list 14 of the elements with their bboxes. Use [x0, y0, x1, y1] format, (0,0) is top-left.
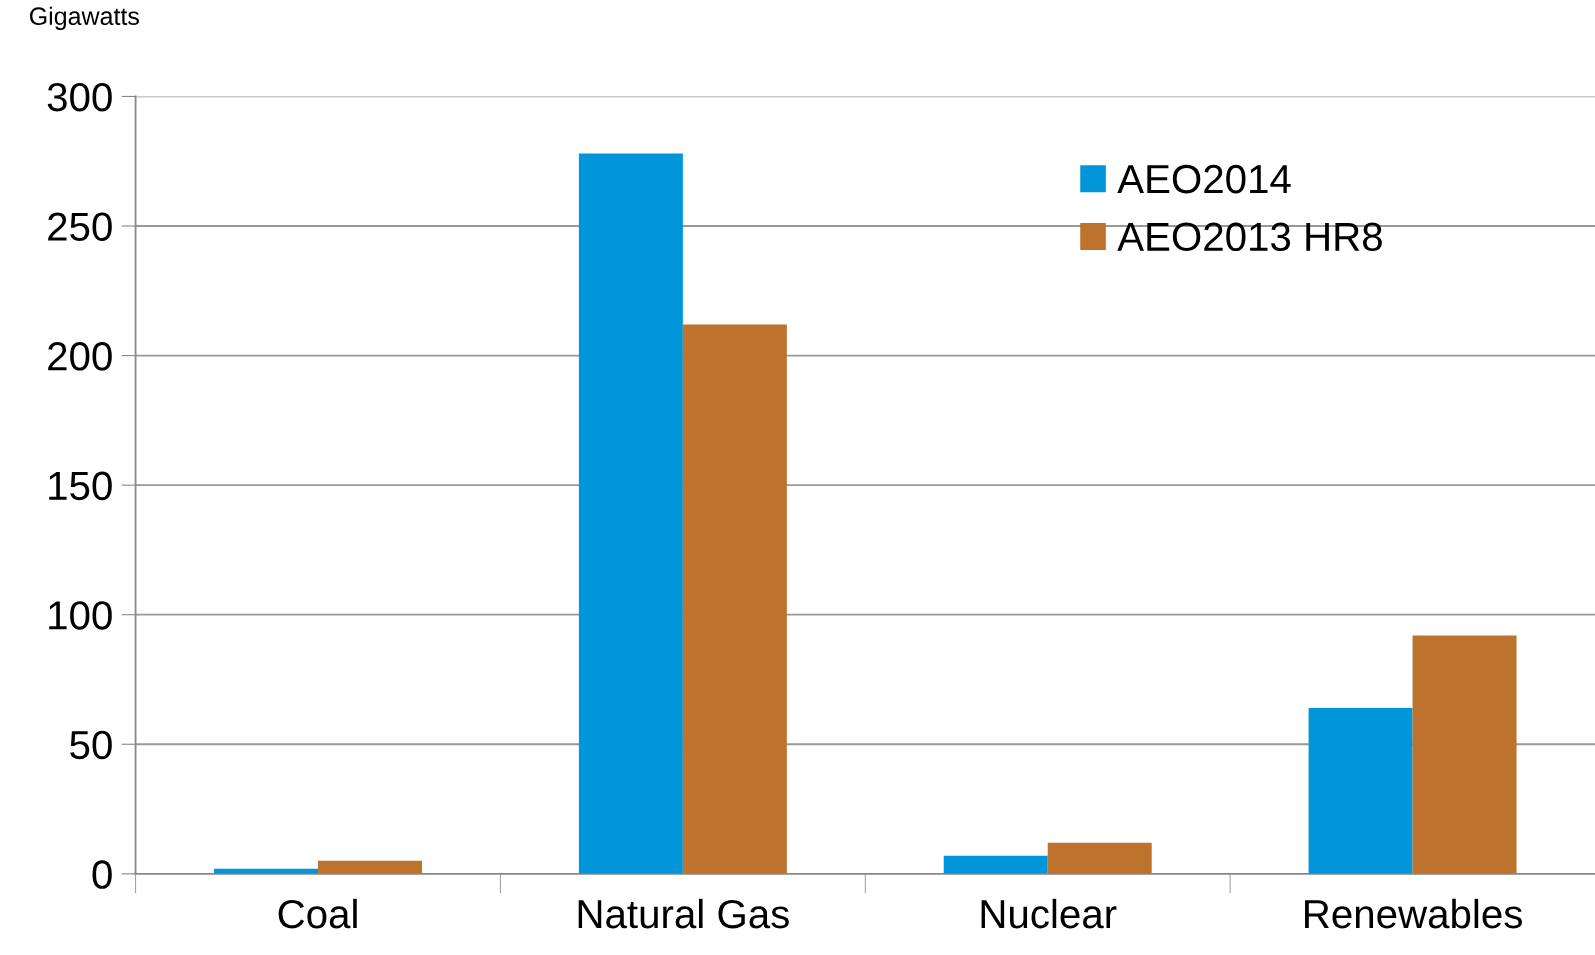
- x-tick-label: Coal: [278, 898, 357, 929]
- y-tick-label: 100: [49, 601, 112, 630]
- x-tick-label: Natural Gas: [578, 898, 789, 929]
- y-tick-label: 150: [49, 471, 112, 501]
- x-tick-label: Renewables: [1305, 898, 1522, 929]
- y-tick-label: 200: [48, 342, 112, 371]
- x-tick-label: Nuclear: [981, 898, 1117, 929]
- y-tick-label: 0: [92, 860, 112, 889]
- y-axis-title: Gigawatts: [29, 6, 139, 30]
- y-tick-label: 300: [47, 82, 112, 112]
- y-tick-label: 250: [48, 212, 112, 242]
- legend-label: AEO2013 HR8: [1117, 222, 1382, 252]
- legend-label: AEO2014: [1117, 164, 1291, 194]
- y-tick-label: 50: [70, 730, 112, 760]
